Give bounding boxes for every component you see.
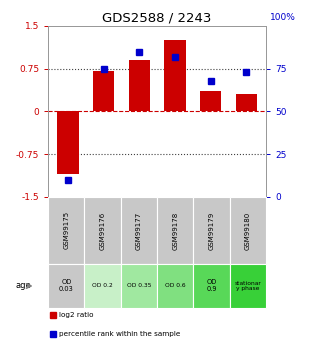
Text: stationar
y phase: stationar y phase	[234, 280, 261, 292]
Bar	[200, 91, 221, 111]
Bar	[235, 94, 257, 111]
Text: age: age	[16, 282, 31, 290]
Bar	[157, 197, 193, 264]
Title: GDS2588 / 2243: GDS2588 / 2243	[102, 12, 212, 25]
Bar	[128, 60, 150, 111]
Text: GSM99179: GSM99179	[208, 211, 215, 249]
Text: log2 ratio: log2 ratio	[59, 312, 94, 318]
Bar	[157, 264, 193, 308]
Bar	[57, 111, 79, 174]
Text: 100%: 100%	[270, 13, 296, 22]
Text: OD 0.35: OD 0.35	[127, 284, 151, 288]
Text: GSM99175: GSM99175	[63, 211, 69, 249]
Bar	[85, 197, 121, 264]
Bar	[164, 40, 186, 111]
Bar	[121, 197, 157, 264]
Text: OD
0.9: OD 0.9	[206, 279, 217, 293]
Bar	[230, 264, 266, 308]
Text: GSM99178: GSM99178	[172, 211, 178, 249]
Bar	[48, 197, 85, 264]
Text: percentile rank within the sample: percentile rank within the sample	[59, 331, 180, 337]
Bar	[230, 197, 266, 264]
Bar	[193, 197, 230, 264]
Bar	[121, 264, 157, 308]
Text: GSM99176: GSM99176	[100, 211, 106, 249]
Text: OD
0.03: OD 0.03	[59, 279, 74, 293]
Bar	[85, 264, 121, 308]
Text: OD 0.6: OD 0.6	[165, 284, 185, 288]
Bar	[48, 264, 85, 308]
Text: OD 0.2: OD 0.2	[92, 284, 113, 288]
Bar	[93, 71, 114, 111]
Text: GSM99177: GSM99177	[136, 211, 142, 249]
Bar	[193, 264, 230, 308]
Text: GSM99180: GSM99180	[245, 211, 251, 249]
